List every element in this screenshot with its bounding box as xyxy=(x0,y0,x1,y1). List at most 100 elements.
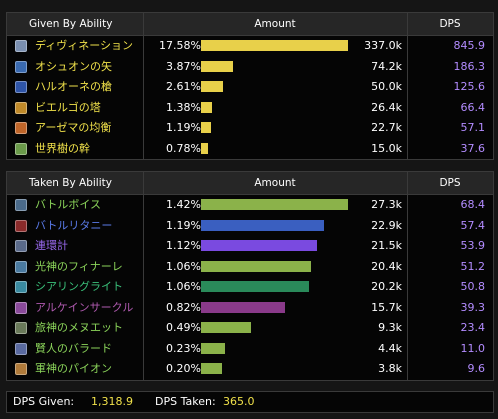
percent-value: 1.42% xyxy=(166,198,201,211)
divination-icon xyxy=(15,40,27,52)
taken-dps-column-header[interactable]: DPS xyxy=(439,177,461,189)
dps-taken-value: 365.0 xyxy=(223,395,255,408)
column-divider xyxy=(407,36,408,159)
ability-name: ディヴィネーション xyxy=(35,39,134,52)
amount-value: 9.3k xyxy=(378,321,402,334)
searing-light-icon xyxy=(15,281,27,293)
ability-name: バトルリタニー xyxy=(35,218,113,232)
given-table-header: Given By Ability Amount DPS xyxy=(7,13,493,36)
percent-value: 1.19% xyxy=(166,121,201,134)
table-row[interactable]: ハルオーネの槍 2.61% 50.0k 125.6 xyxy=(7,77,493,98)
ability-name: 軍神のパイオン xyxy=(35,362,112,375)
amount-bar xyxy=(201,40,348,51)
ability-name: 連環計 xyxy=(35,239,68,252)
dps-value: 186.3 xyxy=(453,59,486,73)
dps-value: 50.8 xyxy=(460,280,486,293)
dps-given-value: 1,318.9 xyxy=(91,395,133,408)
percent-value: 1.06% xyxy=(166,280,201,293)
bole-card-icon xyxy=(15,142,27,155)
given-dps-column-header[interactable]: DPS xyxy=(439,18,461,30)
table-row[interactable]: 世界樹の幹 0.78% 15.0k 37.6 xyxy=(7,139,493,160)
dps-value: 11.0 xyxy=(460,341,486,355)
percent-value: 1.12% xyxy=(166,239,201,252)
table-row[interactable]: バトルリタニー 1.19% 22.9k 57.4 xyxy=(7,216,493,237)
ballad-icon xyxy=(15,342,27,355)
amount-value: 22.9k xyxy=(371,218,402,232)
given-amount-column-header[interactable]: Amount xyxy=(254,18,296,30)
table-row[interactable]: バトルボイス 1.42% 27.3k 68.4 xyxy=(7,195,493,216)
amount-value: 27.3k xyxy=(371,198,402,211)
percent-value: 0.49% xyxy=(166,321,201,334)
taken-rows: バトルボイス 1.42% 27.3k 68.4 バトルリタニー 1.19% 22.9k 57.… xyxy=(7,195,493,380)
percent-value: 3.87% xyxy=(166,59,201,73)
arrow-card-icon xyxy=(15,60,27,73)
percent-value: 0.82% xyxy=(166,300,201,314)
amount-value: 337.0k xyxy=(364,39,402,52)
dps-value: 23.4 xyxy=(460,321,486,334)
amount-bar xyxy=(201,122,211,133)
dps-value: 68.4 xyxy=(460,198,486,211)
given-by-ability-table: Given By Ability Amount DPS ディヴィネーション 17.… xyxy=(6,12,494,160)
amount-bar xyxy=(201,101,213,113)
table-row[interactable]: 軍神のパイオン 0.20% 3.8k 9.6 xyxy=(7,359,493,380)
ability-name: アルケインサークル xyxy=(35,300,134,314)
percent-value: 1.06% xyxy=(166,259,201,273)
amount-bar xyxy=(201,260,311,272)
column-divider xyxy=(143,36,144,159)
amount-value: 74.2k xyxy=(371,59,402,73)
table-row[interactable]: シアリングライト 1.06% 20.2k 50.8 xyxy=(7,277,493,298)
table-row[interactable]: 賢人のバラード 0.23% 4.4k 11.0 xyxy=(7,339,493,360)
table-row[interactable]: オシュオンの矢 3.87% 74.2k 186.3 xyxy=(7,57,493,78)
dps-given-label: DPS Given: xyxy=(13,395,75,408)
table-row[interactable]: 光神のフィナーレ 1.06% 20.4k 51.2 xyxy=(7,257,493,278)
ability-name: シアリングライト xyxy=(35,280,123,293)
ability-name: バトルボイス xyxy=(35,198,101,211)
radiant-finale-icon xyxy=(15,260,27,273)
amount-bar xyxy=(201,199,348,210)
ability-name: ハルオーネの槍 xyxy=(35,80,112,93)
chain-stratagem-icon xyxy=(15,240,27,252)
ability-name: アーゼマの均衡 xyxy=(35,121,112,134)
amount-value: 50.0k xyxy=(371,80,402,93)
amount-bar xyxy=(201,342,225,354)
amount-value: 21.5k xyxy=(371,239,402,252)
minuet-icon xyxy=(15,322,27,334)
dps-value: 125.6 xyxy=(453,80,486,93)
ability-name: 賢人のバラード xyxy=(35,341,112,355)
amount-bar xyxy=(201,322,252,333)
paeon-icon xyxy=(15,363,27,375)
table-row[interactable]: アルケインサークル 0.82% 15.7k 39.3 xyxy=(7,298,493,319)
amount-value: 20.2k xyxy=(371,280,402,293)
table-row[interactable]: ディヴィネーション 17.58% 337.0k 845.9 xyxy=(7,36,493,57)
amount-bar xyxy=(201,219,325,231)
column-divider xyxy=(143,13,144,35)
dps-value: 57.1 xyxy=(460,121,486,134)
table-row[interactable]: ビエルゴの塔 1.38% 26.4k 66.4 xyxy=(7,98,493,119)
taken-amount-column-header[interactable]: Amount xyxy=(254,177,296,189)
percent-value: 0.23% xyxy=(166,341,201,355)
taken-ability-column-header[interactable]: Taken By Ability xyxy=(29,177,112,189)
amount-bar xyxy=(201,81,223,92)
table-row[interactable]: 旅神のメヌエット 0.49% 9.3k 23.4 xyxy=(7,318,493,339)
table-row[interactable]: アーゼマの均衡 1.19% 22.7k 57.1 xyxy=(7,118,493,139)
amount-value: 15.7k xyxy=(371,300,402,314)
given-ability-column-header[interactable]: Given By Ability xyxy=(29,18,113,30)
dps-value: 845.9 xyxy=(453,39,486,52)
amount-bar xyxy=(201,363,222,374)
percent-value: 1.38% xyxy=(166,100,201,114)
ability-name: 旅神のメヌエット xyxy=(35,321,123,334)
dps-value: 37.6 xyxy=(460,141,486,155)
taken-by-ability-table: Taken By Ability Amount DPS バトルボイス 1.42% 2… xyxy=(6,171,494,381)
ability-name: 世界樹の幹 xyxy=(35,141,90,155)
battle-litany-icon xyxy=(15,219,27,232)
table-row[interactable]: 連環計 1.12% 21.5k 53.9 xyxy=(7,236,493,257)
dps-taken-label: DPS Taken: xyxy=(155,395,216,408)
amount-bar xyxy=(201,301,286,313)
dps-value: 39.3 xyxy=(460,300,486,314)
percent-value: 17.58% xyxy=(159,39,201,52)
amount-bar xyxy=(201,281,310,292)
dps-value: 57.4 xyxy=(460,218,486,232)
column-divider xyxy=(407,172,408,194)
ability-name: オシュオンの矢 xyxy=(35,59,112,73)
percent-value: 1.19% xyxy=(166,218,201,232)
